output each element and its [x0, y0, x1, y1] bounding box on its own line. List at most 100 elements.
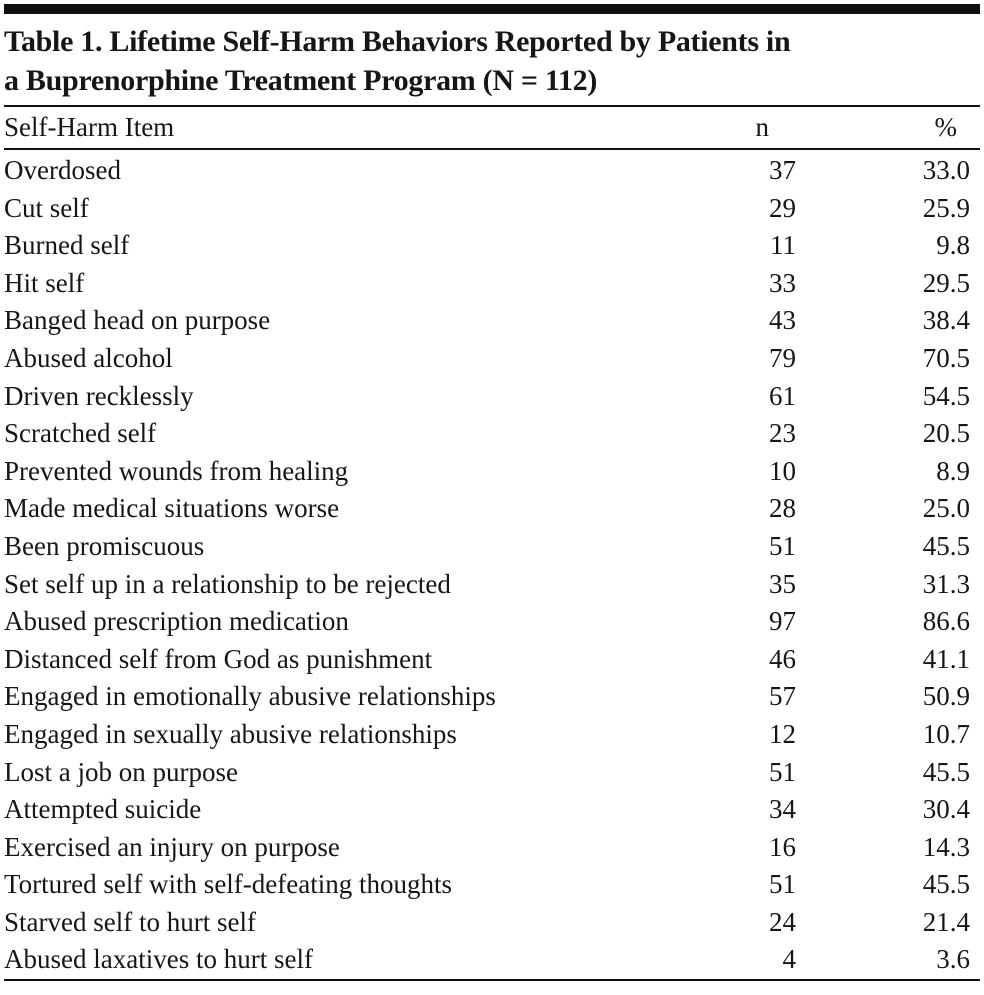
row-percent-value: 25.9 — [922, 192, 970, 223]
table-top-rule — [4, 4, 980, 14]
row-item-label: Scratched self — [4, 418, 157, 449]
table-row: Abused alcohol 79 70.5 — [4, 340, 980, 378]
row-item-label: Starved self to hurt self — [4, 906, 256, 937]
row-n-value: 35 — [769, 568, 796, 599]
row-item-label: Hit self — [4, 267, 85, 298]
row-n-value: 51 — [769, 530, 796, 561]
table-row: Abused laxatives to hurt self 4 3.6 — [4, 941, 980, 980]
row-item-label: Driven recklessly — [4, 380, 194, 411]
table-header: Self-Harm Item n % — [4, 105, 980, 150]
row-item-label: Tortured self with self-defeating though… — [4, 869, 452, 900]
table-header-row: Self-Harm Item n % — [4, 105, 980, 150]
row-item-label: Cut self — [4, 192, 89, 223]
row-percent-value: 31.3 — [922, 568, 970, 599]
row-item-label: Made medical situations worse — [4, 493, 340, 524]
table-row: Distanced self from God as punishment 46 4… — [4, 641, 980, 679]
row-percent-value: 38.4 — [922, 305, 970, 336]
table-row: Lost a job on purpose 51 45.5 — [4, 754, 980, 792]
row-percent-value: 30.4 — [922, 794, 970, 825]
row-item-label: Abused laxatives to hurt self — [4, 944, 313, 975]
table-row: Overdosed 37 33.0 — [4, 149, 980, 190]
row-percent-value: 14.3 — [922, 831, 970, 862]
col-header-n: n — [676, 105, 796, 150]
table-row: Driven recklessly 61 54.5 — [4, 378, 980, 416]
row-percent-value: 70.5 — [922, 342, 970, 373]
row-n-value: 51 — [769, 869, 796, 900]
table-body: Overdosed 37 33.0 Cut self 29 25.9 Burned self… — [4, 149, 980, 980]
table-row: Tortured self with self-defeating though… — [4, 866, 980, 904]
row-n-value: 12 — [769, 718, 796, 749]
table-row: Prevented wounds from healing 10 8.9 — [4, 453, 980, 491]
table-row: Cut self 29 25.9 — [4, 190, 980, 228]
row-n-value: 97 — [769, 606, 796, 637]
table-row: Made medical situations worse 28 25.0 — [4, 490, 980, 528]
row-item-label: Engaged in sexually abusive relationship… — [4, 718, 457, 749]
row-item-label: Burned self — [4, 230, 130, 261]
row-n-value: 24 — [769, 906, 796, 937]
row-n-value: 79 — [769, 342, 796, 373]
row-n-value: 16 — [769, 831, 796, 862]
row-percent-value: 20.5 — [922, 418, 970, 449]
row-item-label: Overdosed — [4, 155, 121, 185]
row-item-label: Been promiscuous — [4, 530, 205, 561]
row-item-label: Banged head on purpose — [4, 305, 271, 336]
row-n-value: 46 — [769, 643, 796, 674]
col-header-self-harm-item: Self-Harm Item — [4, 105, 676, 150]
table-row: Abused prescription medication 97 86.6 — [4, 603, 980, 641]
row-percent-value: 9.8 — [936, 230, 970, 261]
paper-table-figure: Table 1. Lifetime Self-Harm Behaviors Re… — [4, 4, 980, 982]
row-item-label: Exercised an injury on purpose — [4, 831, 340, 862]
row-n-value: 51 — [769, 756, 796, 787]
row-n-value: 28 — [769, 493, 796, 524]
row-item-label: Attempted suicide — [4, 794, 202, 825]
table-row: Scratched self 23 20.5 — [4, 415, 980, 453]
row-n-value: 10 — [769, 455, 796, 486]
row-percent-value: 45.5 — [922, 869, 970, 900]
row-percent-value: 29.5 — [922, 267, 970, 298]
row-n-value: 4 — [782, 944, 797, 975]
row-n-value: 23 — [769, 418, 796, 449]
table-row: Set self up in a relationship to be reje… — [4, 566, 980, 604]
row-percent-value: 33.0 — [922, 155, 970, 185]
row-percent-value: 10.7 — [922, 718, 970, 749]
row-percent-value: 45.5 — [922, 756, 970, 787]
row-n-value: 61 — [769, 380, 796, 411]
table-row: Been promiscuous 51 45.5 — [4, 528, 980, 566]
self-harm-table: Self-Harm Item n % Overdosed 37 33.0 Cut se… — [4, 105, 980, 982]
table-title-line-2: a Buprenorphine Treatment Program (N = 1… — [4, 64, 598, 97]
table-row: Hit self 33 29.5 — [4, 265, 980, 303]
row-n-value: 11 — [770, 230, 796, 261]
row-percent-value: 86.6 — [922, 606, 970, 637]
row-item-label: Abused prescription medication — [4, 606, 349, 637]
row-n-value: 43 — [769, 305, 796, 336]
table-title-line-1: Table 1. Lifetime Self-Harm Behaviors Re… — [4, 25, 791, 58]
table-row: Banged head on purpose 43 38.4 — [4, 302, 980, 340]
row-n-value: 29 — [769, 192, 796, 223]
row-percent-value: 45.5 — [922, 530, 970, 561]
row-n-value: 33 — [769, 267, 796, 298]
row-percent-value: 21.4 — [922, 906, 970, 937]
row-percent-value: 25.0 — [922, 493, 970, 524]
row-percent-value: 8.9 — [936, 455, 970, 486]
row-n-value: 34 — [769, 794, 796, 825]
table-row: Burned self 11 9.8 — [4, 227, 980, 265]
row-n-value: 57 — [769, 681, 796, 712]
row-percent-value: 50.9 — [922, 681, 970, 712]
row-percent-value: 41.1 — [922, 643, 970, 674]
row-percent-value: 3.6 — [936, 944, 970, 975]
row-item-label: Set self up in a relationship to be reje… — [4, 568, 451, 599]
row-n-value: 37 — [769, 155, 796, 185]
row-percent-value: 54.5 — [922, 380, 970, 411]
table-row: Engaged in sexually abusive relationship… — [4, 716, 980, 754]
table-row: Starved self to hurt self 24 21.4 — [4, 904, 980, 942]
row-item-label: Lost a job on purpose — [4, 756, 238, 787]
row-item-label: Engaged in emotionally abusive relations… — [4, 681, 496, 712]
col-header-percent: % — [796, 105, 980, 150]
table-row: Engaged in emotionally abusive relations… — [4, 678, 980, 716]
row-item-label: Prevented wounds from healing — [4, 455, 349, 486]
row-item-label: Abused alcohol — [4, 342, 173, 373]
table-row: Attempted suicide 34 30.4 — [4, 791, 980, 829]
table-row: Exercised an injury on purpose 16 14.3 — [4, 829, 980, 867]
table-title: Table 1. Lifetime Self-Harm Behaviors Re… — [4, 22, 980, 100]
row-item-label: Distanced self from God as punishment — [4, 643, 433, 674]
